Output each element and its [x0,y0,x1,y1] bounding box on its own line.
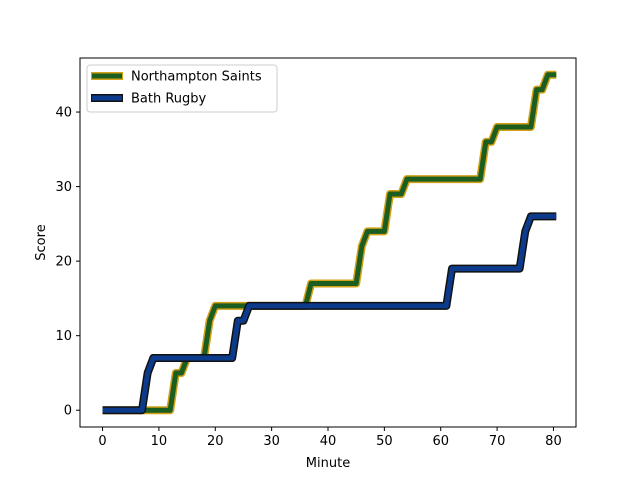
legend-box [86,64,278,113]
series-line-2 [102,212,557,415]
plot-area [80,58,576,427]
y-axis-label: Score [34,224,49,260]
x-tick-label: 80 [545,434,562,449]
y-tick-label: 0 [64,404,72,419]
legend-entry-1: Northampton Saints [91,70,262,85]
legend-label: Bath Rugby [131,92,207,107]
y-tick-label: 20 [55,255,72,270]
x-axis-label: Minute [306,456,350,471]
legend-label: Northampton Saints [131,70,262,85]
x-tick-label: 60 [432,434,449,449]
x-tick-label: 20 [207,434,224,449]
x-axis-ticks: 0 10 20 30 40 50 60 70 80 [98,427,562,449]
y-tick-label: 40 [55,106,72,121]
x-tick-label: 40 [320,434,337,449]
x-tick-label: 50 [376,434,393,449]
legend-entry-2: Bath Rugby [91,92,207,107]
series-layer [102,70,557,415]
x-tick-label: 70 [489,434,506,449]
x-tick-label: 10 [151,434,168,449]
y-tick-label: 30 [55,180,72,195]
x-tick-label: 0 [98,434,106,449]
y-tick-label: 10 [55,329,72,344]
y-axis-ticks: 0 10 20 30 40 [55,106,80,419]
series-line-core [102,213,557,413]
legend: Northampton Saints Bath Rugby [86,64,278,113]
x-tick-label: 30 [263,434,280,449]
